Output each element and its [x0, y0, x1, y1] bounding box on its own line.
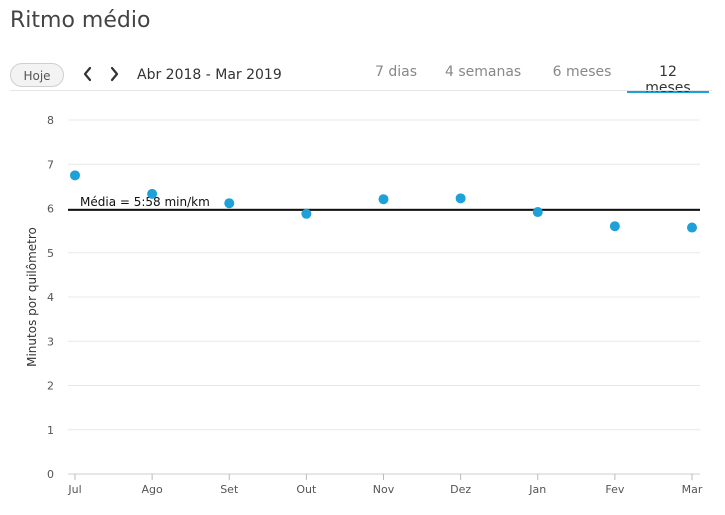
data-point [378, 194, 389, 205]
chevron-left-icon[interactable] [80, 65, 96, 83]
x-tick-label: Dez [450, 483, 471, 496]
pace-chart: 0 1 2 3 4 5 6 7 8 Minutos por quilômetro Jul Ago Set… [0, 100, 725, 515]
tab-7-dias[interactable]: 7 dias [375, 64, 418, 80]
y-axis-title: Minutos por quilômetro [25, 227, 39, 367]
today-button[interactable]: Hoje [10, 63, 64, 87]
page-title: Ritmo médio [10, 8, 151, 33]
tab-12-meses[interactable]: 12 meses [627, 58, 709, 96]
y-tick-label: 8 [47, 114, 54, 127]
tab-6-meses[interactable]: 6 meses [552, 64, 612, 80]
y-tick-label: 6 [47, 203, 54, 216]
x-tick-label: Fev [605, 483, 624, 496]
data-point [147, 188, 158, 199]
y-tick-label: 3 [47, 335, 54, 348]
data-point [70, 170, 80, 181]
toolbar-divider [10, 90, 712, 91]
x-tick-label: Ago [142, 483, 164, 496]
y-tick-label: 4 [47, 291, 54, 304]
x-tick-label: Nov [373, 483, 395, 496]
y-tick-label: 7 [47, 158, 54, 171]
y-tick-label: 1 [47, 424, 54, 437]
data-point [224, 198, 235, 209]
x-tick-label: Out [296, 483, 317, 496]
y-tick-label: 0 [47, 468, 54, 481]
data-point [301, 208, 312, 219]
x-tick-label: Jan [528, 483, 546, 496]
data-point [687, 222, 697, 233]
date-range-label: Abr 2018 - Mar 2019 [137, 67, 282, 83]
x-tick-label: Set [220, 483, 239, 496]
tab-4-semanas[interactable]: 4 semanas [445, 64, 522, 80]
data-point [609, 221, 620, 232]
pace-chart-svg: 0 1 2 3 4 5 6 7 8 Minutos por quilômetro Jul Ago Set… [25, 114, 703, 496]
x-tick-label: Mar [682, 483, 703, 496]
date-toolbar: Hoje Abr 2018 - Mar 2019 7 dias 4 semana… [0, 58, 725, 96]
data-point [532, 207, 543, 218]
chevron-right-icon[interactable] [106, 65, 122, 83]
y-tick-label: 5 [47, 247, 54, 260]
y-tick-label: 2 [47, 380, 54, 393]
period-tabs: 7 dias 4 semanas 6 meses 12 meses [365, 58, 709, 96]
average-label: Média = 5:58 min/km [80, 195, 210, 209]
x-tick-label: Jul [67, 483, 81, 496]
data-point [455, 193, 466, 204]
